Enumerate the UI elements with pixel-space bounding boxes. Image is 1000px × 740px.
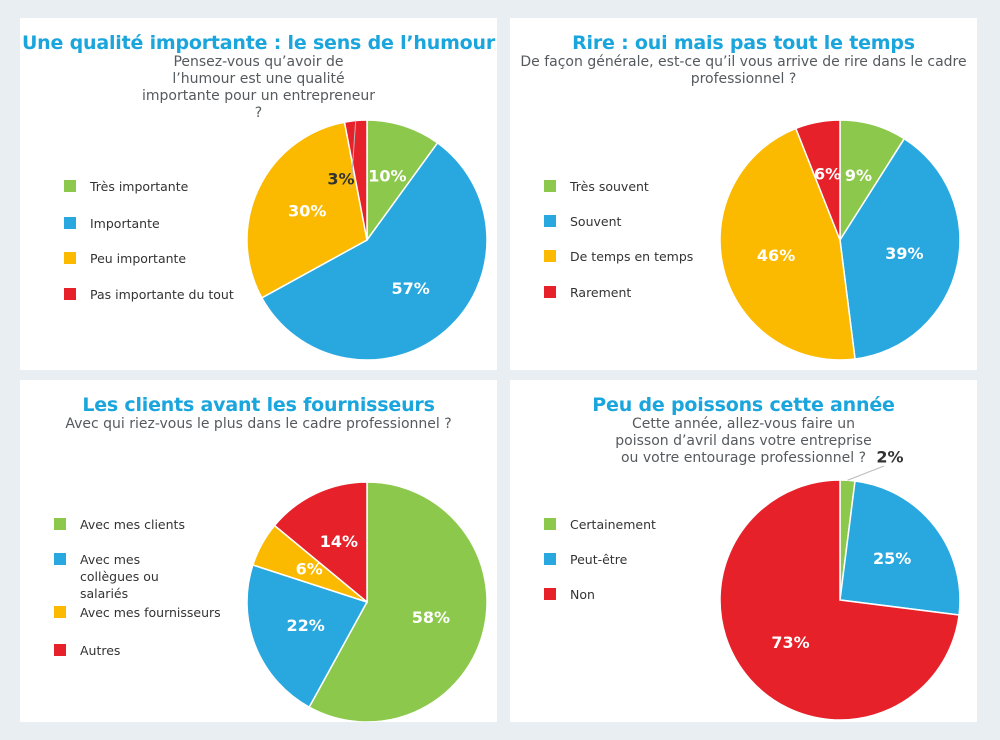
legend-item: Certainement (544, 516, 744, 533)
legend-label: Avec mes clients (80, 517, 185, 532)
legend-label: De temps en temps (570, 249, 694, 264)
legend-item: Avec mes clients (54, 516, 254, 533)
slice-label: 73% (771, 633, 809, 652)
legend-swatch (544, 180, 556, 192)
legend-swatch (64, 180, 76, 192)
slice-label: 14% (320, 532, 358, 551)
legend-label: Avec mes fournisseurs (80, 605, 221, 620)
legend-swatch (54, 553, 66, 565)
pie-slice (260, 141, 488, 361)
chart-title: Les clients avant les fournisseurs (82, 394, 435, 416)
legend-item: De temps en temps (544, 248, 744, 265)
legend-label: Peut-être (570, 552, 628, 567)
slice-label: 25% (873, 549, 911, 568)
pie-slice (246, 121, 368, 299)
label-leader-line (847, 465, 885, 481)
legend-swatch (544, 518, 556, 530)
legend-label: Avec mes collègues ou salariés (80, 552, 159, 601)
legend-swatch (64, 288, 76, 300)
slice-label: 6% (296, 560, 323, 579)
chart-panel-rire: Rire : oui mais pas tout le temps De faç… (510, 18, 977, 370)
pie-slice (308, 481, 488, 722)
slice-label: 39% (885, 244, 923, 263)
slice-label: 3% (327, 170, 354, 189)
legend-label: Souvent (570, 214, 622, 229)
pie-slice (366, 119, 439, 243)
pie-slice (839, 480, 961, 616)
chart-subtitle: Pensez-vous qu’avoir de l’humour est une… (141, 54, 376, 121)
legend-swatch (544, 215, 556, 227)
chart-panel-humour: Une qualité importante : le sens de l’hu… (20, 18, 497, 370)
legend-item: Pas importante du tout (64, 286, 264, 303)
legend-swatch (544, 588, 556, 600)
legend-label: Peu importante (90, 251, 187, 266)
legend-swatch (544, 553, 556, 565)
label-leader-line (350, 120, 357, 189)
legend-item: Peut-être (544, 551, 744, 568)
slice-label: 30% (288, 201, 326, 220)
legend-label: Certainement (570, 517, 656, 532)
legend-swatch (64, 252, 76, 264)
legend-item: Très importante (64, 178, 264, 195)
slice-label: 58% (412, 608, 450, 627)
legend-item: Très souvent (544, 178, 744, 195)
legend-label: Très souvent (570, 179, 649, 194)
legend-item: Peu importante (64, 250, 264, 267)
legend-item: Importante (64, 215, 264, 232)
pie-slice (794, 119, 841, 241)
legend-label: Très importante (90, 179, 189, 194)
legend-label: Autres (80, 643, 121, 658)
slice-label: 10% (368, 167, 406, 186)
chart-subtitle: Cette année, allez-vous faire un poisson… (615, 416, 872, 466)
pie-chart: 9% 39% 46% 6% (719, 119, 961, 361)
legend-swatch (544, 286, 556, 298)
pie-chart: 10% 57% 30%3% (246, 119, 488, 361)
legend-item: Rarement (544, 284, 744, 301)
slice-label: 6% (814, 165, 841, 184)
legend-label: Importante (90, 216, 160, 231)
legend-item: Avec mes fournisseurs (54, 604, 254, 621)
legend-label: Non (570, 587, 595, 602)
chart-title: Peu de poissons cette année (592, 394, 895, 416)
legend-swatch (64, 217, 76, 229)
slice-label: 2% (876, 448, 903, 467)
slice-label: 46% (757, 246, 795, 265)
pie-slice (839, 137, 961, 360)
legend-swatch (544, 250, 556, 262)
legend-label: Rarement (570, 285, 632, 300)
legend-swatch (54, 518, 66, 530)
chart-panel-clients: Les clients avant les fournisseurs Avec … (20, 380, 497, 722)
pie-chart: 2% 25% 73% (719, 448, 961, 721)
chart-subtitle: De façon générale, est-ce qu’il vous arr… (520, 54, 967, 87)
chart-panel-poissons: Peu de poissons cette année Cette année,… (510, 380, 977, 722)
legend-item: Souvent (544, 213, 744, 230)
pie-slice (719, 127, 856, 361)
legend-swatch (54, 644, 66, 656)
pie-slice (343, 119, 368, 241)
legend-item: Non (544, 586, 744, 603)
legend-label: Pas importante du tout (90, 287, 234, 302)
chart-subtitle: Avec qui riez-vous le plus dans le cadre… (65, 416, 452, 432)
slice-label: 9% (845, 166, 872, 185)
pie-slice (273, 481, 368, 604)
chart-title: Rire : oui mais pas tout le temps (572, 32, 915, 54)
pie-slice (246, 563, 369, 709)
slice-label: 57% (391, 279, 429, 298)
pie-chart: 58% 22% 6% 14% (246, 481, 488, 722)
legend-item: Avec mes collègues ou salariés (54, 551, 204, 602)
chart-title: Une qualité importante : le sens de l’hu… (21, 32, 496, 54)
slice-label: 22% (286, 616, 324, 635)
pie-slice (719, 479, 960, 721)
legend-item: Autres (54, 642, 254, 659)
legend-swatch (54, 606, 66, 618)
